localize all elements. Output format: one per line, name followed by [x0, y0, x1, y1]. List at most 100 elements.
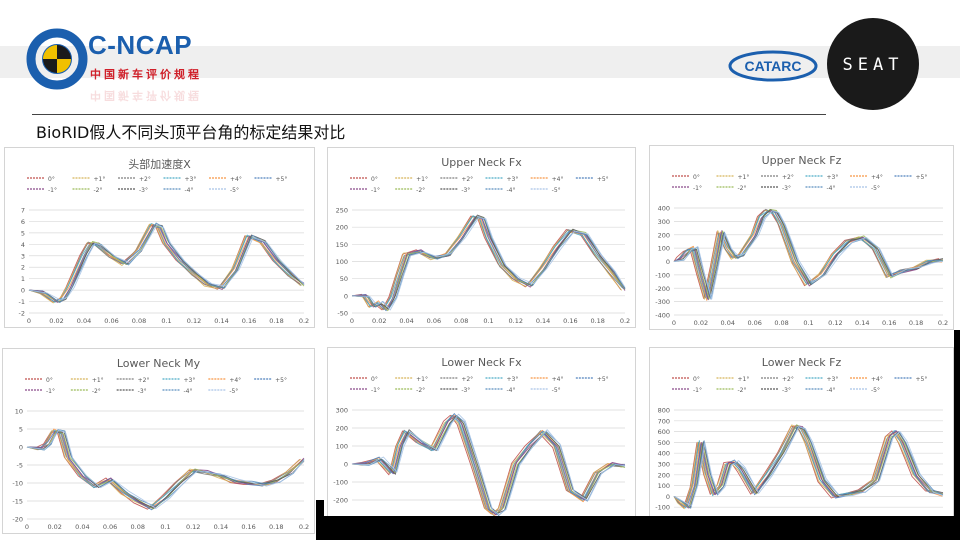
x-tick-label: 0	[350, 317, 354, 325]
y-tick-label: 7	[21, 207, 25, 215]
edge-bar-left	[316, 500, 324, 540]
x-tick-label: 0.06	[427, 317, 441, 325]
series-line	[351, 215, 623, 311]
x-tick-label: 0.2	[620, 317, 630, 325]
chart-svg: 0°+1°+2°+3°+4°+5°-1°-2°-3°-4°-5°-200-100…	[655, 376, 948, 530]
chart-svg: 0° +1° +2° +3° +4° +5° -1° -2° -3° -4° -5° -20 -15 -1…	[12, 377, 309, 531]
x-tick-label: 0.12	[509, 317, 523, 325]
x-tick-label: 0.1	[160, 523, 170, 531]
legend-label: -5°	[229, 388, 238, 395]
y-tick-label: -200	[333, 497, 348, 505]
y-tick-label: 100	[658, 482, 670, 490]
chart-title: Lower Neck Fz	[761, 356, 842, 369]
cncap-logo	[26, 28, 216, 92]
series-line	[351, 217, 626, 311]
y-tick-label: -100	[333, 479, 348, 487]
legend-label: -4°	[507, 387, 516, 394]
legend-label: -3°	[461, 187, 470, 194]
x-tick-label: 0.18	[269, 523, 283, 531]
y-tick-label: -100	[655, 504, 670, 512]
legend-label: +4°	[552, 376, 564, 383]
x-tick-label: 0.2	[299, 523, 309, 531]
legend-label: +1°	[738, 174, 750, 181]
y-tick-label: 100	[658, 245, 670, 253]
x-tick-label: 0.12	[828, 319, 842, 327]
legend-label: -1°	[46, 388, 55, 395]
series-line	[351, 216, 626, 312]
series-line	[351, 215, 622, 311]
series-line	[673, 211, 943, 301]
y-tick-label: -200	[655, 285, 670, 293]
y-tick-label: -300	[655, 298, 670, 306]
series-line	[351, 413, 626, 515]
series-line	[26, 429, 305, 507]
y-tick-label: -50	[337, 310, 348, 318]
legend-label: -1°	[371, 387, 380, 394]
chart-lower-neck-fx: Lower Neck Fx 0° +1° +2° +3° +4° +5° -1° -2° -3°…	[327, 347, 636, 533]
y-tick-label: 3	[21, 252, 25, 260]
series-line	[351, 414, 625, 516]
x-tick-label: 0.16	[241, 523, 255, 531]
seat-logo: SEAT	[826, 17, 920, 111]
legend-label: +5°	[276, 176, 288, 183]
cncap-logo-text: C-NCAP	[88, 30, 193, 60]
y-tick-label: 200	[336, 224, 348, 232]
y-tick-label: 250	[336, 207, 348, 215]
y-tick-label: 200	[658, 471, 670, 479]
chart-upper-neck-fx: Upper Neck Fx 0° +1° +2° +3° +4° +5° -1° -2° -3°…	[327, 147, 636, 328]
cncap-emblem-icon	[26, 28, 88, 90]
y-tick-label: 400	[658, 450, 670, 458]
legend-label: -3°	[782, 387, 791, 394]
x-tick-label: 0.2	[299, 317, 309, 325]
legend-label: -3°	[139, 187, 148, 194]
y-tick-label: 50	[340, 275, 348, 283]
legend-label: -1°	[48, 187, 57, 194]
x-tick-label: 0.06	[103, 523, 117, 531]
y-tick-label: 2	[21, 264, 25, 272]
cncap-logo-reflection: 中国新车评价规程	[90, 89, 202, 102]
legend-label: +4°	[552, 176, 564, 183]
title-rule	[32, 114, 826, 115]
legend-label: -5°	[871, 185, 880, 192]
y-tick-label: 10	[15, 408, 23, 416]
legend-label: +2°	[782, 174, 794, 181]
x-tick-label: 0.16	[882, 319, 896, 327]
y-tick-label: 700	[658, 417, 670, 425]
chart-svg: 0° +1° +2° +3° +4° +5° -1° -2° -3° -4° -5° -2 -1 0 1 2 3…	[19, 176, 310, 325]
chart-title: Lower Neck Fx	[441, 356, 522, 369]
x-tick-label: 0.06	[104, 317, 118, 325]
legend-label: +2°	[461, 176, 473, 183]
y-tick-label: -1	[19, 298, 25, 306]
legend-label: -1°	[693, 185, 702, 192]
x-tick-label: 0.14	[536, 317, 550, 325]
legend-label: -4°	[507, 187, 516, 194]
legend-label: +2°	[782, 376, 794, 383]
legend-label: +1°	[92, 377, 104, 384]
y-tick-label: 800	[658, 407, 670, 415]
y-tick-label: 300	[658, 461, 670, 469]
y-tick-label: -20	[12, 516, 23, 524]
chart-title: Upper Neck Fx	[441, 156, 522, 169]
x-tick-label: 0.08	[132, 317, 146, 325]
x-tick-label: 0.18	[590, 317, 604, 325]
series-line	[673, 211, 944, 300]
x-tick-label: 0.18	[909, 319, 923, 327]
x-tick-label: 0.14	[214, 317, 228, 325]
legend-label: -5°	[230, 187, 239, 194]
legend-label: -4°	[827, 387, 836, 394]
legend-label: 0°	[693, 174, 700, 181]
legend-label: 0°	[46, 377, 53, 384]
y-tick-label: -5	[17, 462, 23, 470]
y-tick-label: 600	[658, 428, 670, 436]
x-tick-label: 0.12	[187, 317, 201, 325]
legend-label: +4°	[229, 377, 241, 384]
svg-text:CATARC: CATARC	[744, 58, 801, 74]
slide-subtitle: BioRID假人不同头顶平台角的标定结果对比	[36, 123, 346, 142]
x-tick-label: 0.16	[242, 317, 256, 325]
legend-label: -2°	[738, 387, 747, 394]
legend-label: +3°	[507, 176, 519, 183]
y-tick-label: -15	[12, 498, 23, 506]
legend-label: 0°	[371, 376, 378, 383]
y-tick-label: 200	[658, 231, 670, 239]
x-tick-label: 0	[27, 317, 31, 325]
